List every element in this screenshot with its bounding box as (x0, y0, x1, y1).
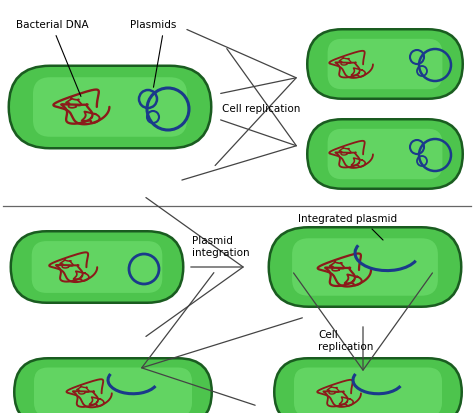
FancyBboxPatch shape (10, 68, 210, 147)
Text: Cell
replication: Cell replication (318, 329, 374, 351)
FancyBboxPatch shape (12, 233, 182, 302)
Text: Integrated plasmid: Integrated plasmid (298, 214, 397, 223)
FancyBboxPatch shape (275, 360, 461, 413)
FancyBboxPatch shape (33, 78, 187, 138)
FancyBboxPatch shape (294, 368, 442, 413)
FancyBboxPatch shape (292, 239, 438, 296)
FancyBboxPatch shape (270, 229, 460, 306)
Text: Plasmid
integration: Plasmid integration (192, 236, 250, 257)
Text: Cell replication: Cell replication (222, 104, 301, 114)
FancyBboxPatch shape (34, 368, 192, 413)
FancyBboxPatch shape (13, 357, 213, 413)
FancyBboxPatch shape (306, 29, 464, 101)
FancyBboxPatch shape (309, 31, 462, 98)
FancyBboxPatch shape (328, 40, 442, 90)
FancyBboxPatch shape (273, 357, 463, 413)
FancyBboxPatch shape (32, 242, 162, 293)
FancyBboxPatch shape (267, 226, 463, 308)
FancyBboxPatch shape (8, 65, 212, 150)
FancyBboxPatch shape (16, 360, 210, 413)
Text: Plasmids: Plasmids (130, 20, 176, 30)
FancyBboxPatch shape (328, 130, 442, 180)
Text: Bacterial DNA: Bacterial DNA (16, 20, 89, 30)
FancyBboxPatch shape (309, 121, 462, 188)
FancyBboxPatch shape (306, 119, 464, 190)
FancyBboxPatch shape (9, 230, 184, 304)
